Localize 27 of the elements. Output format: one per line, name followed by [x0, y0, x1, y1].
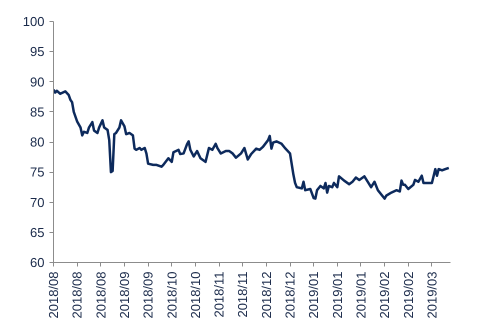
y-tick-label: 80: [30, 134, 45, 150]
x-tick-label: 2018/09: [116, 271, 132, 318]
x-tick-label: 2018/10: [164, 271, 180, 318]
x-tick-label: 2019/01: [353, 271, 368, 318]
y-tick-label: 90: [30, 74, 45, 90]
y-tick-label: 85: [30, 104, 45, 120]
y-tick-label: 95: [30, 44, 45, 60]
x-tick-label: 2018/11: [212, 271, 227, 318]
x-tick-label: 2019/03: [424, 271, 440, 318]
x-tick-label: 2018/10: [188, 271, 203, 318]
y-tick-label: 100: [22, 14, 45, 29]
x-tick-label: 2018/08: [70, 271, 85, 318]
x-tick-label: 2019/01: [330, 271, 345, 318]
y-tick-label: 75: [30, 164, 45, 180]
y-tick-label: 65: [30, 224, 45, 240]
x-tick-label: 2018/08: [93, 271, 108, 318]
x-tick-label: 2018/12: [258, 271, 274, 318]
x-tick-label: 2019/01: [306, 271, 322, 318]
x-tick-label: 2018/11: [235, 271, 250, 318]
x-tick-label: 2018/12: [282, 271, 298, 318]
x-tick-label: 2019/02: [400, 271, 416, 318]
x-tick-label: 2019/02: [377, 271, 392, 318]
x-tick-label: 2018/09: [140, 271, 156, 318]
y-tick-label: 70: [30, 194, 45, 210]
x-tick-label: 2018/08: [46, 271, 61, 318]
y-tick-label: 60: [30, 255, 45, 270]
line-series: [54, 88, 450, 200]
